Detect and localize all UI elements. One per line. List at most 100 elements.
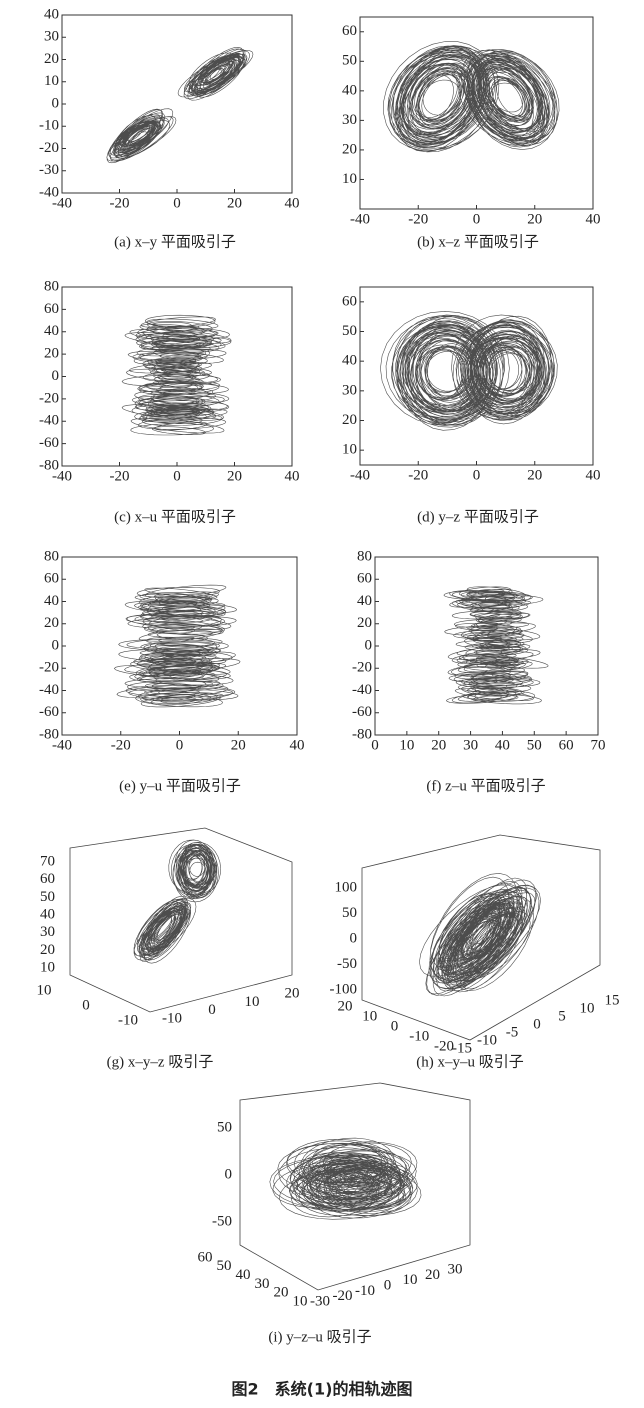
tick-label: 40: [40, 906, 55, 922]
y-tick-label: 30: [342, 382, 357, 398]
x-tick-label: 50: [527, 737, 542, 753]
x-tick-label: -40: [52, 468, 72, 484]
y-tick-label: -10: [39, 118, 59, 134]
tick-label: -10: [118, 1012, 138, 1028]
tick-label: 10: [580, 1000, 595, 1016]
axes-box: [361, 834, 601, 1041]
x-tick-label: 70: [591, 737, 606, 753]
tick-label: 0: [350, 930, 358, 946]
x-tick-label: 0: [173, 195, 181, 211]
y-tick-label: 0: [52, 368, 60, 384]
y-tick-label: 20: [44, 346, 59, 362]
tick-label: 50: [40, 889, 55, 905]
y-tick-label: 40: [342, 353, 357, 369]
tick-label: 50: [217, 1119, 232, 1135]
tick-label: 20: [274, 1285, 289, 1301]
y-tick-label: -80: [39, 726, 59, 742]
y-tick-label: 0: [365, 637, 373, 653]
panel-caption: (d) y–z 平面吸引子: [417, 508, 539, 525]
tick-label: 50: [217, 1258, 232, 1274]
x-tick-label: 20: [227, 195, 242, 211]
y-tick-label: 0: [52, 637, 60, 653]
tick-label: -20: [434, 1038, 454, 1054]
x-tick-label: 40: [495, 737, 510, 753]
plot-frame: [61, 14, 293, 194]
tick-label: 60: [198, 1249, 213, 1265]
y-tick-label: 0: [52, 95, 60, 111]
y-tick-label: 20: [342, 141, 357, 157]
x-tick-label: 0: [173, 468, 181, 484]
tick-label: 0: [208, 1002, 216, 1018]
x-tick-label: -40: [350, 211, 370, 227]
trajectory: [113, 584, 241, 708]
y-tick-label: 50: [342, 53, 357, 69]
y-tick-label: -80: [39, 457, 59, 473]
y-tick-label: 20: [357, 615, 372, 631]
x-tick-label: 0: [371, 737, 379, 753]
y-tick-label: -20: [39, 140, 59, 156]
tick-label: 0: [384, 1277, 392, 1293]
tick-label: -50: [337, 956, 357, 972]
tick-label: 20: [40, 942, 55, 958]
y-tick-label: -80: [352, 726, 372, 742]
tick-label: -10: [355, 1283, 375, 1299]
x-tick-label: -20: [110, 468, 130, 484]
tick-label: 10: [245, 994, 260, 1010]
y-tick-label: 50: [342, 323, 357, 339]
trajectory: [121, 314, 232, 436]
tick-label: -10: [477, 1032, 497, 1048]
tick-label: 20: [285, 985, 300, 1001]
y-tick-label: 40: [357, 593, 372, 609]
x-tick-label: 0: [473, 467, 481, 483]
tick-label: 30: [448, 1261, 463, 1277]
trajectory: [133, 839, 221, 964]
y-tick-label: -60: [39, 704, 59, 720]
y-tick-label: 80: [44, 548, 59, 564]
trajectory: [269, 1137, 422, 1220]
trajectory: [443, 586, 549, 705]
x-tick-label: -40: [52, 195, 72, 211]
x-tick-label: 0: [176, 737, 184, 753]
x-tick-label: 0: [473, 211, 481, 227]
tick-label: -30: [310, 1293, 330, 1309]
x-tick-label: 20: [431, 737, 446, 753]
tick-label: 30: [40, 924, 55, 940]
tick-label: 70: [40, 853, 55, 869]
trajectory: [380, 310, 558, 431]
y-tick-label: 80: [357, 548, 372, 564]
y-tick-label: 60: [44, 571, 59, 587]
panel-caption: (g) x–y–z 吸引子: [107, 1053, 214, 1070]
tick-label: 60: [40, 871, 55, 887]
y-tick-label: 10: [342, 171, 357, 187]
y-tick-label: 80: [44, 278, 59, 294]
trajectory: [106, 46, 254, 164]
y-tick-label: 10: [44, 73, 59, 89]
x-tick-label: -20: [111, 737, 131, 753]
y-tick-label: 20: [44, 51, 59, 67]
y-tick-label: 60: [357, 571, 372, 587]
y-tick-label: -20: [352, 660, 372, 676]
tick-label: -15: [452, 1040, 472, 1056]
tick-label: 30: [255, 1276, 270, 1292]
panel-caption: (h) x–y–u 吸引子: [416, 1053, 524, 1070]
x-tick-label: 40: [586, 211, 601, 227]
panel-caption: (e) y–u 平面吸引子: [119, 777, 241, 794]
trajectory: [383, 41, 560, 153]
x-tick-label: -20: [110, 195, 130, 211]
y-tick-label: 60: [342, 293, 357, 309]
x-tick-label: -20: [408, 467, 428, 483]
panel-caption: (b) x–z 平面吸引子: [417, 233, 539, 250]
y-tick-label: 20: [44, 615, 59, 631]
x-tick-label: 20: [527, 467, 542, 483]
x-tick-label: -20: [408, 211, 428, 227]
x-tick-label: 10: [399, 737, 414, 753]
x-tick-label: 40: [586, 467, 601, 483]
tick-label: 40: [236, 1267, 251, 1283]
panel-caption: (i) y–z–u 吸引子: [268, 1328, 371, 1345]
x-tick-label: 30: [463, 737, 478, 753]
tick-label: -5: [506, 1024, 519, 1040]
tick-label: 10: [40, 959, 55, 975]
figure-caption: 图2 系统(1)的相轨迹图: [232, 1380, 413, 1399]
trajectory: [419, 872, 541, 997]
